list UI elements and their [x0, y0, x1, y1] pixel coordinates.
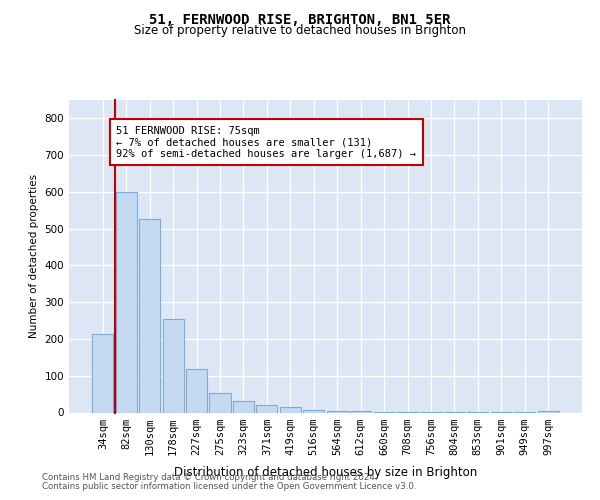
Bar	[186, 369, 207, 412]
Text: Size of property relative to detached houses in Brighton: Size of property relative to detached ho…	[134, 24, 466, 37]
Text: Contains HM Land Registry data © Crown copyright and database right 2024.: Contains HM Land Registry data © Crown c…	[42, 473, 377, 482]
Bar	[116, 192, 137, 412]
Text: 51, FERNWOOD RISE, BRIGHTON, BN1 5ER: 51, FERNWOOD RISE, BRIGHTON, BN1 5ER	[149, 12, 451, 26]
Text: 51 FERNWOOD RISE: 75sqm
← 7% of detached houses are smaller (131)
92% of semi-de: 51 FERNWOOD RISE: 75sqm ← 7% of detached…	[116, 126, 416, 159]
Bar	[256, 405, 277, 412]
Bar	[92, 334, 113, 412]
Bar	[280, 408, 301, 412]
Bar	[233, 400, 254, 412]
Bar	[163, 319, 184, 412]
Bar	[326, 411, 348, 412]
Text: Contains public sector information licensed under the Open Government Licence v3: Contains public sector information licen…	[42, 482, 416, 491]
Y-axis label: Number of detached properties: Number of detached properties	[29, 174, 39, 338]
Bar	[303, 410, 325, 412]
Bar	[139, 220, 160, 412]
Bar	[209, 394, 230, 412]
Bar	[538, 410, 559, 412]
X-axis label: Distribution of detached houses by size in Brighton: Distribution of detached houses by size …	[174, 466, 477, 479]
